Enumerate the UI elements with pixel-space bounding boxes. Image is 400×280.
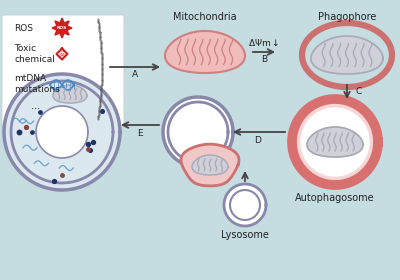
FancyBboxPatch shape bbox=[2, 15, 124, 127]
Polygon shape bbox=[311, 36, 383, 74]
Text: ...: ... bbox=[30, 101, 40, 111]
Text: ROS: ROS bbox=[14, 24, 33, 32]
Text: ☠: ☠ bbox=[58, 50, 66, 59]
Text: Mitochondria: Mitochondria bbox=[173, 12, 237, 22]
Polygon shape bbox=[56, 48, 68, 60]
Polygon shape bbox=[53, 85, 87, 103]
Text: D: D bbox=[254, 136, 262, 144]
Text: B: B bbox=[261, 55, 267, 64]
Text: $\Delta\Psi$m$\downarrow$: $\Delta\Psi$m$\downarrow$ bbox=[248, 36, 280, 48]
Text: ROS: ROS bbox=[57, 26, 67, 30]
Polygon shape bbox=[292, 99, 378, 185]
Polygon shape bbox=[181, 144, 239, 186]
Polygon shape bbox=[163, 97, 233, 167]
Text: A: A bbox=[132, 69, 138, 78]
Text: Lysosome: Lysosome bbox=[221, 230, 269, 240]
Text: C: C bbox=[355, 87, 361, 95]
Text: mtDNA
mutations: mtDNA mutations bbox=[14, 74, 60, 94]
Polygon shape bbox=[192, 155, 228, 175]
Text: Autophagosome: Autophagosome bbox=[295, 193, 375, 203]
Polygon shape bbox=[165, 31, 245, 73]
Polygon shape bbox=[4, 74, 120, 190]
Text: Phagophore: Phagophore bbox=[318, 12, 376, 22]
Polygon shape bbox=[52, 18, 72, 38]
Polygon shape bbox=[224, 184, 266, 226]
Polygon shape bbox=[307, 127, 363, 157]
Text: Toxic
chemical: Toxic chemical bbox=[14, 44, 55, 64]
Text: E: E bbox=[137, 129, 143, 137]
Polygon shape bbox=[36, 106, 88, 158]
Polygon shape bbox=[301, 108, 369, 176]
